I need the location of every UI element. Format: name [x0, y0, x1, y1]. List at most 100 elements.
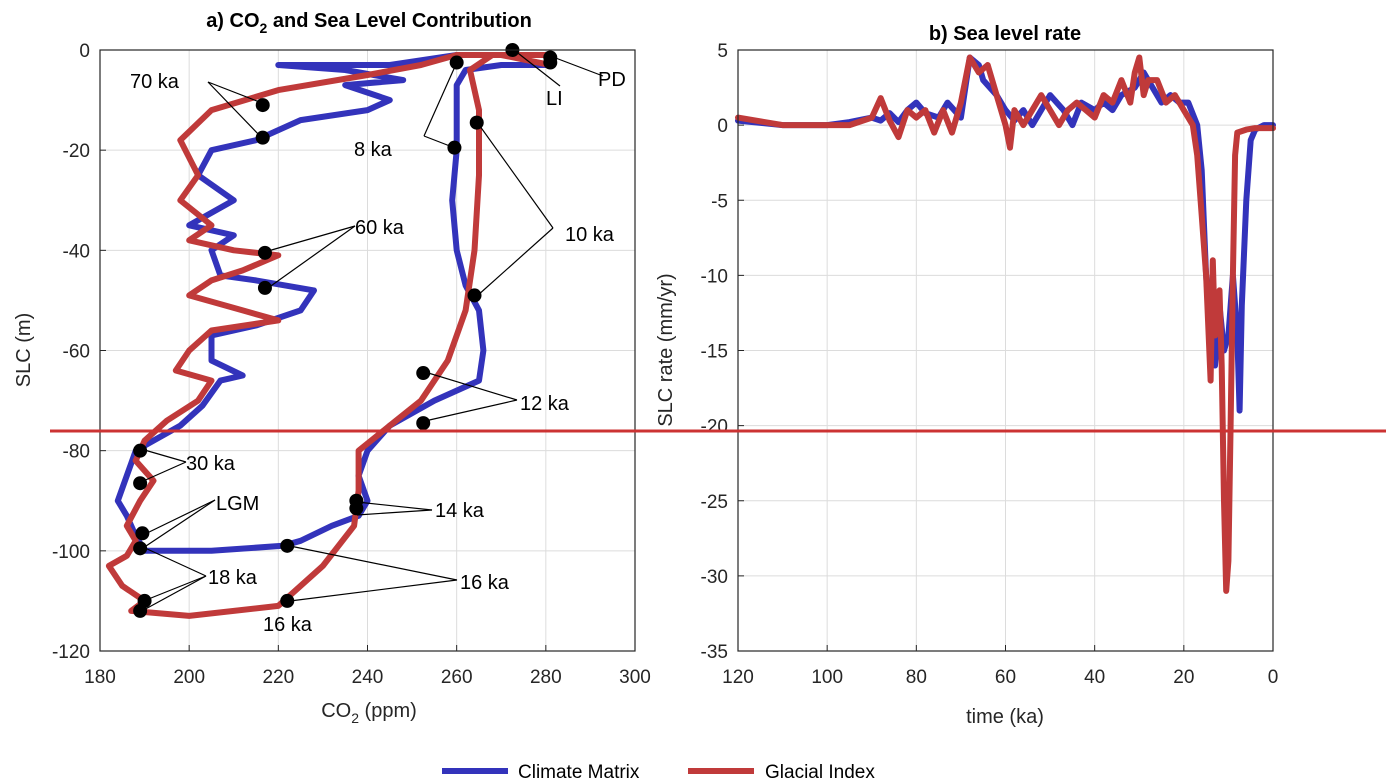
panel-a-xlabel: CO2 (ppm) [321, 700, 417, 726]
y-tick-label: 5 [717, 41, 728, 62]
panel-a-ylabel: SLC (m) [13, 313, 35, 387]
y-tick-label: -120 [52, 642, 90, 663]
annotation-leader-line [356, 501, 433, 511]
panel-a: 180 200 220 240 260 280 300 0 -20 -40 -60 -80 -100 -1… [13, 10, 651, 726]
y-tick-label: -5 [711, 191, 728, 212]
panel-b-title: b) Sea level rate [929, 23, 1081, 45]
annotation-leader-line [144, 547, 207, 577]
label-li: LI [546, 88, 563, 110]
annotation-leader-line [423, 61, 458, 137]
series-line-climate-matrix [114, 52, 554, 554]
marker-point [349, 501, 364, 516]
y-tick-label: -15 [701, 342, 728, 363]
panel-b-ylabel: SLC rate (mm/yr) [655, 273, 677, 426]
y-tick-label: -10 [701, 266, 728, 287]
x-tick-label: 180 [84, 667, 116, 688]
label-16ka-right: 16 ka [460, 572, 510, 594]
marker-point [255, 130, 270, 145]
label-14ka: 14 ka [435, 500, 485, 522]
annotation-leader-line [552, 56, 604, 77]
legend-label-climate-matrix: Climate Matrix [518, 762, 640, 783]
panel-a-ticks: 180 200 220 240 260 280 300 0 -20 -40 -60 -80 -100 -1… [52, 41, 651, 688]
annotation-leader-line [289, 579, 458, 602]
annotation-leader-line [476, 121, 554, 229]
x-tick-label: 100 [811, 667, 843, 688]
x-tick-label: 240 [352, 667, 384, 688]
label-10ka: 10 ka [565, 224, 615, 246]
panel-a-title: a) CO2 and Sea Level Contribution [206, 10, 532, 36]
label-70ka: 70 ka [130, 71, 180, 93]
x-tick-label: 0 [1268, 667, 1279, 688]
panel-a-series [105, 52, 554, 619]
label-30ka: 30 ka [186, 453, 236, 475]
label-pd: PD [598, 69, 626, 91]
y-tick-label: 0 [717, 116, 728, 137]
panel-b: 120 100 80 60 40 20 0 5 0 -5 -10 -15 -20 -25 -30 -35 b)… [655, 23, 1278, 728]
panel-b-ticks: 120 100 80 60 40 20 0 5 0 -5 -10 -15 -20 -25 -30 -35 [701, 41, 1279, 688]
annotation-leader-line [142, 499, 216, 536]
label-8ka: 8 ka [354, 139, 393, 161]
marker-point [416, 366, 431, 381]
y-tick-label: 0 [79, 41, 90, 62]
annotation-leader-line [140, 461, 187, 483]
annotation-leader-line [513, 49, 561, 87]
panel-b-xlabel: time (ka) [966, 706, 1044, 728]
annotation-leader-line [476, 227, 554, 297]
x-tick-label: 20 [1173, 667, 1194, 688]
x-tick-label: 280 [530, 667, 562, 688]
annotation-leader-line [267, 225, 356, 252]
panel-a-markers [133, 43, 558, 618]
y-tick-label: -100 [52, 542, 90, 563]
label-16ka-bottom: 16 ka [263, 614, 313, 636]
marker-point [449, 55, 464, 70]
marker-point [257, 245, 272, 260]
marker-point [543, 55, 558, 70]
annotation-leader-line [356, 509, 433, 516]
label-12ka: 12 ka [520, 393, 570, 415]
annotation-leader-line [424, 371, 518, 401]
annotation-leader-line [289, 545, 458, 581]
marker-point [133, 603, 148, 618]
annotation-leader-line [142, 499, 216, 549]
marker-point [133, 541, 148, 556]
x-tick-label: 200 [173, 667, 205, 688]
panel-b-series [735, 54, 1276, 594]
marker-point [257, 280, 272, 295]
annotation-leader-line [207, 81, 263, 139]
x-tick-label: 80 [906, 667, 927, 688]
marker-point [280, 593, 295, 608]
y-tick-label: -35 [701, 642, 728, 663]
annotation-leader-line [207, 81, 263, 104]
y-tick-label: -80 [63, 442, 90, 463]
legend: Climate Matrix Glacial Index [442, 762, 875, 783]
x-tick-label: 120 [722, 667, 754, 688]
y-tick-label: -25 [701, 492, 728, 513]
marker-point [133, 476, 148, 491]
marker-point [133, 443, 148, 458]
annotation-leader-line [140, 448, 187, 463]
y-tick-label: -60 [63, 342, 90, 363]
marker-point [467, 288, 482, 303]
y-tick-label: -30 [701, 567, 728, 588]
panel-a-leader-lines [139, 49, 604, 613]
annotation-leader-line [139, 575, 207, 613]
label-18ka: 18 ka [208, 567, 258, 589]
marker-point [135, 526, 150, 541]
marker-point [469, 115, 484, 130]
legend-label-glacial-index: Glacial Index [765, 762, 875, 783]
x-tick-label: 60 [995, 667, 1016, 688]
label-lgm: LGM [216, 493, 259, 515]
x-tick-label: 300 [619, 667, 651, 688]
annotation-leader-line [145, 575, 207, 601]
marker-point [416, 416, 431, 431]
x-tick-label: 260 [441, 667, 473, 688]
y-tick-label: -20 [701, 417, 728, 438]
series-line-glacial-index [735, 54, 1276, 594]
marker-point [447, 140, 462, 155]
annotation-leader-line [424, 399, 518, 422]
y-tick-label: -40 [63, 241, 90, 262]
annotation-leader-line [267, 225, 356, 289]
marker-point [280, 538, 295, 553]
y-tick-label: -20 [63, 141, 90, 162]
